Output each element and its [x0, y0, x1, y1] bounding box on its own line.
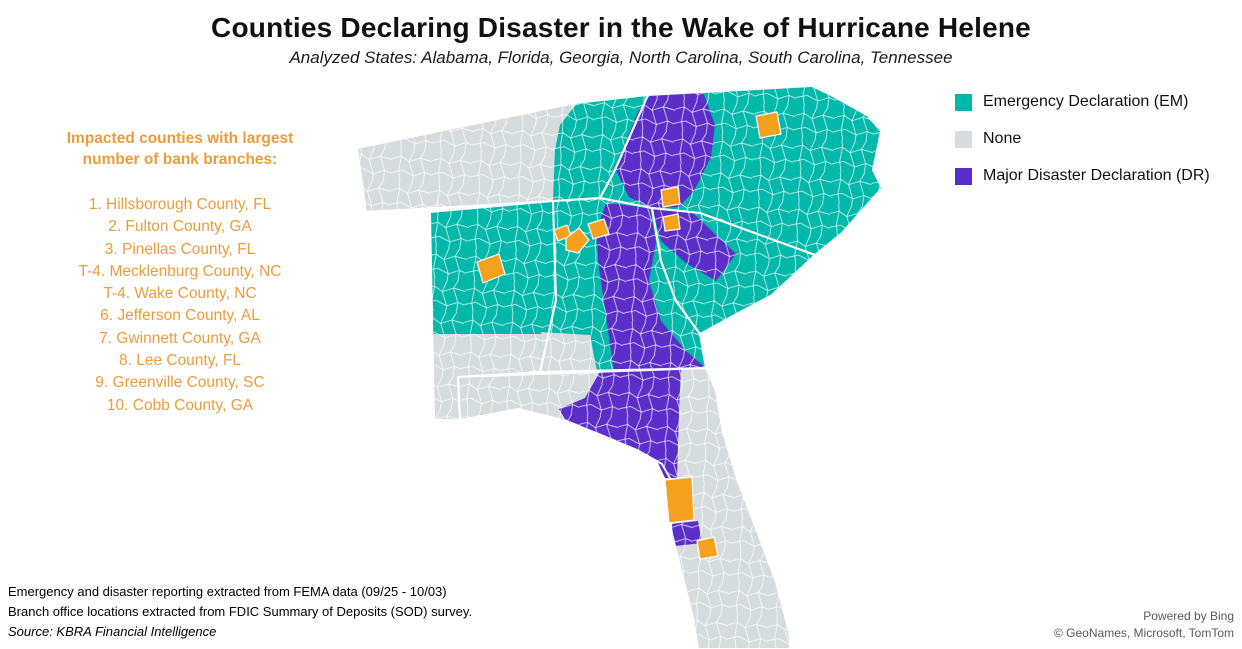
county-mecklenburg-nc[interactable] [660, 186, 681, 208]
map-legend: Emergency Declaration (EM) None Major Di… [955, 93, 1210, 204]
list-item: 7. Gwinnett County, GA [99, 329, 261, 347]
county-gwinnett-ga[interactable] [587, 218, 610, 240]
list-item: 8. Lee County, FL [118, 352, 242, 370]
map-highlighted-counties [476, 111, 782, 560]
county-jefferson-al[interactable] [476, 253, 506, 284]
legend-item-major-disaster[interactable]: Major Disaster Declaration (DR) [955, 167, 1210, 185]
county-boundaries-texture [357, 86, 882, 649]
footnote-fdic: Branch office locations extracted from F… [8, 604, 473, 619]
top-counties-panel: Impacted counties with largest number of… [26, 128, 334, 417]
legend-item-emergency[interactable]: Emergency Declaration (EM) [955, 93, 1210, 111]
legend-swatch-emergency [955, 93, 972, 111]
page-subtitle: Analyzed States: Alabama, Florida, Georg… [289, 48, 953, 67]
list-item: T-4. Mecklenburg County, NC [78, 262, 282, 280]
county-fulton-ga[interactable] [565, 227, 590, 254]
county-greenville-sc[interactable] [662, 213, 681, 232]
list-item: 10. Cobb County, GA [106, 396, 254, 414]
source-note: Source: KBRA Financial Intelligence [8, 624, 217, 639]
map-state-borders [356, 85, 883, 649]
legend-item-none[interactable]: None [955, 130, 1210, 148]
county-wake-nc[interactable] [755, 111, 782, 139]
legend-swatch-major-disaster [955, 167, 972, 185]
top-counties-heading: Impacted counties with largest number of… [66, 130, 294, 168]
footnote-fema: Emergency and disaster reporting extract… [8, 584, 447, 599]
list-item: 9. Greenville County, SC [95, 374, 265, 392]
page-title: Counties Declaring Disaster in the Wake … [211, 12, 1031, 43]
county-lee-fl[interactable] [696, 536, 719, 560]
top-counties-list: 1. Hillsborough County, FL 2. Fulton Cou… [26, 194, 334, 417]
legend-label: Major Disaster Declaration (DR) [983, 167, 1210, 184]
legend-swatch-none [955, 130, 972, 148]
list-item: 3. Pinellas County, FL [104, 240, 256, 258]
county-hillsborough-pinellas-fl[interactable] [664, 476, 695, 524]
list-item: 1. Hillsborough County, FL [88, 196, 272, 213]
powered-by-bing: Powered by Bing [1143, 609, 1234, 623]
map-attribution: Powered by Bing © GeoNames, Microsoft, T… [1054, 608, 1234, 642]
legend-label: Emergency Declaration (EM) [983, 93, 1189, 110]
legend-label: None [983, 130, 1022, 147]
list-item: T-4. Wake County, NC [103, 285, 257, 303]
list-item: 2. Fulton County, GA [108, 218, 252, 236]
footnotes: Emergency and disaster reporting extract… [8, 582, 472, 642]
list-item: 6. Jefferson County, AL [100, 307, 260, 325]
geo-copyright: © GeoNames, Microsoft, TomTom [1054, 626, 1234, 640]
